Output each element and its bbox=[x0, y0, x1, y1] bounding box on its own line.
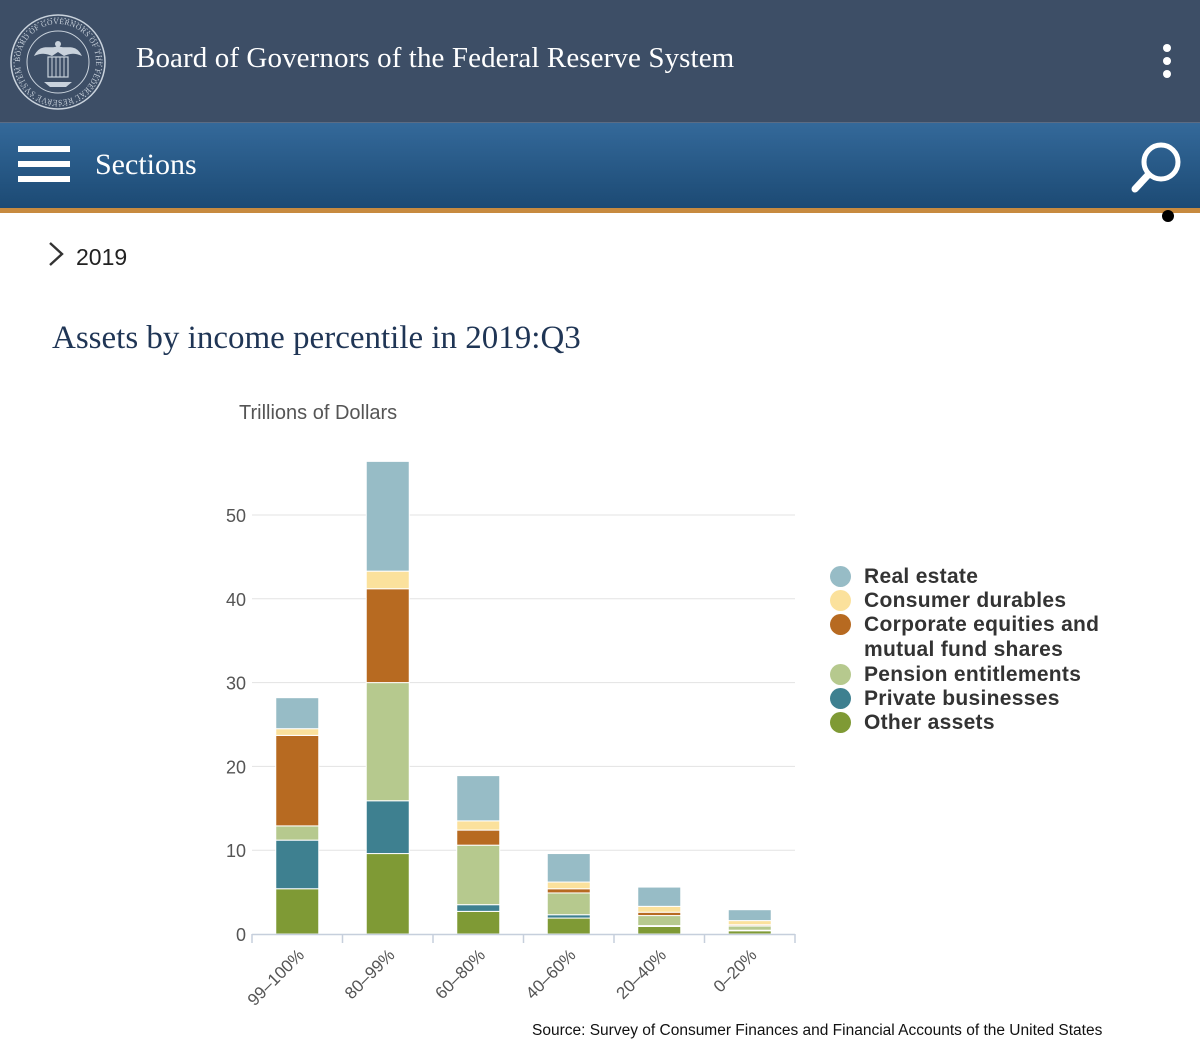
bar-segment[interactable] bbox=[727, 925, 772, 931]
legend-swatch bbox=[830, 590, 851, 611]
org-name[interactable]: Board of Governors of the Federal Reserv… bbox=[136, 42, 735, 74]
bar-segment[interactable] bbox=[637, 886, 682, 907]
legend-label: Corporate equities and mutual fund share… bbox=[864, 613, 1100, 661]
site-header: BOARD OF GOVERNORS OF THE FEDERAL RESERV… bbox=[0, 0, 1200, 123]
bar-segment[interactable] bbox=[637, 911, 682, 917]
legend-label: Real estate bbox=[864, 565, 979, 588]
nav-bar: Sections bbox=[0, 123, 1200, 213]
x-tick-label: 20–40% bbox=[613, 945, 671, 1003]
gridlines bbox=[252, 514, 795, 851]
x-tick-label: 0–20% bbox=[710, 945, 761, 996]
legend-label: Private businesses bbox=[864, 687, 1060, 710]
legend-swatch bbox=[830, 664, 851, 685]
bar-segment[interactable] bbox=[456, 775, 501, 822]
y-axis-label: Trillions of Dollars bbox=[239, 402, 397, 424]
y-tick-label: 20 bbox=[226, 757, 246, 777]
bar-segment[interactable] bbox=[275, 888, 320, 935]
y-tick-label: 50 bbox=[226, 506, 246, 526]
x-tick-label: 80–99% bbox=[341, 945, 399, 1003]
bar-segment[interactable] bbox=[456, 844, 501, 906]
bar-segment[interactable] bbox=[365, 800, 410, 855]
bar-segment[interactable] bbox=[546, 888, 591, 894]
legend-swatch bbox=[830, 614, 851, 635]
page-title: Assets by income percentile in 2019:Q3 bbox=[52, 320, 581, 356]
stacked-bar-chart: Trillions of Dollars 0 10 20 30 40 50 99–100% 8… bbox=[226, 402, 796, 1010]
bar-segment[interactable] bbox=[456, 904, 501, 912]
x-tick-label: 40–60% bbox=[522, 945, 580, 1003]
legend-label: Pension entitlements bbox=[864, 663, 1082, 686]
bar-segment[interactable] bbox=[275, 825, 320, 841]
breadcrumb-label: 2019 bbox=[76, 244, 128, 270]
bar-segment[interactable] bbox=[275, 697, 320, 730]
hamburger-icon[interactable] bbox=[18, 146, 70, 186]
legend-swatch bbox=[830, 566, 851, 587]
scroll-indicator-dot bbox=[1162, 210, 1174, 222]
source-note: Source: Survey of Consumer Finances and … bbox=[532, 1022, 1103, 1039]
bar-segment[interactable] bbox=[546, 917, 591, 935]
x-tick-label: 60–80% bbox=[432, 945, 490, 1003]
bar-segment[interactable] bbox=[456, 910, 501, 935]
bar-segment[interactable] bbox=[456, 820, 501, 831]
bars bbox=[275, 460, 772, 935]
chevron-right-icon bbox=[49, 242, 64, 266]
bar-segment[interactable] bbox=[456, 829, 501, 846]
federal-reserve-seal-logo[interactable]: BOARD OF GOVERNORS OF THE FEDERAL RESERV… bbox=[8, 12, 108, 112]
legend-swatch bbox=[830, 688, 851, 709]
x-tick-label: 99–100% bbox=[244, 945, 308, 1009]
bar-segment[interactable] bbox=[365, 588, 410, 684]
bar-segment[interactable] bbox=[546, 881, 591, 890]
bar-segment[interactable] bbox=[275, 839, 320, 890]
bar-segment[interactable] bbox=[365, 853, 410, 935]
search-icon[interactable] bbox=[1128, 138, 1188, 196]
legend-label: Consumer durables bbox=[864, 589, 1067, 612]
bar-segment[interactable] bbox=[546, 914, 591, 919]
bar-segment[interactable] bbox=[637, 915, 682, 927]
bar-segment[interactable] bbox=[275, 734, 320, 827]
bar-segment[interactable] bbox=[727, 909, 772, 922]
y-tick-label: 0 bbox=[236, 925, 246, 945]
bar-segment[interactable] bbox=[365, 460, 410, 572]
bar-segment[interactable] bbox=[637, 905, 682, 913]
kebab-menu-icon[interactable] bbox=[1150, 44, 1184, 82]
y-tick-label: 10 bbox=[226, 841, 246, 861]
sections-menu-label[interactable]: Sections bbox=[95, 148, 197, 181]
bar-segment[interactable] bbox=[546, 853, 591, 883]
seal-text: BOARD OF GOVERNORS OF THE FEDERAL RESERV… bbox=[13, 17, 103, 107]
bar-segment[interactable] bbox=[727, 920, 772, 926]
legend-label: Other assets bbox=[864, 711, 995, 734]
bar-segment[interactable] bbox=[637, 925, 682, 935]
y-tick-label: 30 bbox=[226, 674, 246, 694]
bar-segment[interactable] bbox=[275, 728, 320, 736]
bar-segment[interactable] bbox=[365, 570, 410, 590]
bar-segment[interactable] bbox=[365, 682, 410, 802]
legend-swatch bbox=[830, 712, 851, 733]
y-tick-label: 40 bbox=[226, 590, 246, 610]
svg-text:BOARD OF GOVERNORS OF THE FEDE: BOARD OF GOVERNORS OF THE FEDERAL RESERV… bbox=[13, 17, 103, 107]
bar-segment[interactable] bbox=[546, 892, 591, 916]
